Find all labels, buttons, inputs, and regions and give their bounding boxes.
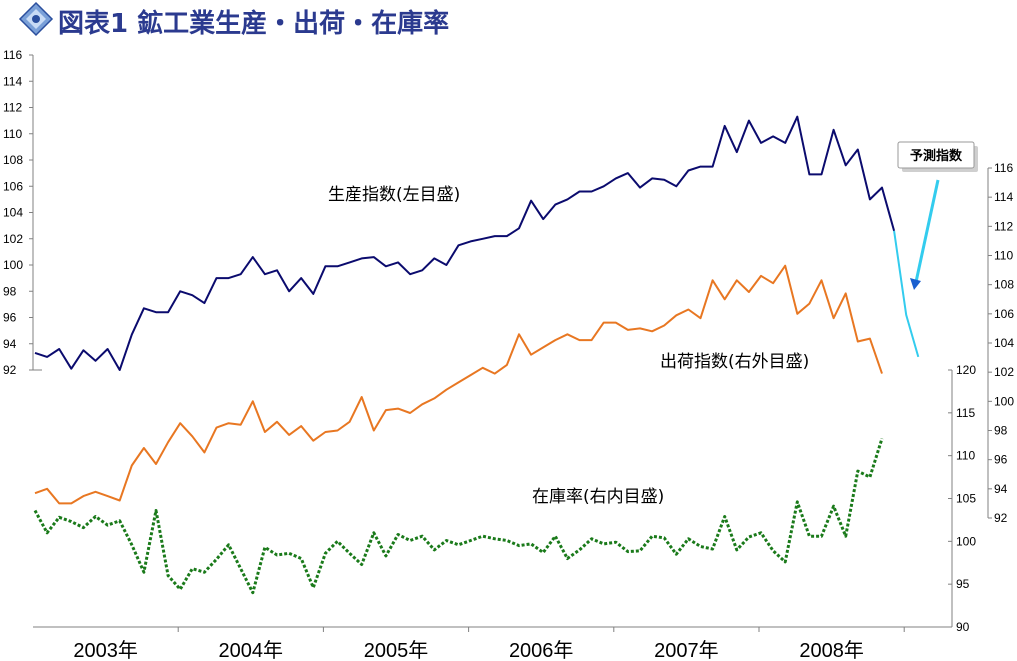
forecast-label: 予測指数 <box>910 148 963 164</box>
chart-title-group: 図表1 鉱工業生産・出荷・在庫率 <box>18 1 449 39</box>
x-tick-label: 2003年 <box>73 639 138 661</box>
right-inner-tick-label: 95 <box>956 577 970 591</box>
right-inner-tick-label: 90 <box>956 620 970 634</box>
x-tick-label: 2007年 <box>654 639 719 661</box>
right-outer-axis-ticks: 92 94 96 98 100 102 104 106 108 110 112 114 116 <box>988 161 1014 525</box>
right-inner-axis-ticks: 90 95 100 105 110 115 120 <box>948 363 976 634</box>
left-tick-label: 102 <box>3 232 23 246</box>
left-axis-ticks: 92 94 96 98 100 102 104 106 108 110 112 114 116 <box>3 48 33 377</box>
right-inner-tick-label: 120 <box>956 363 976 377</box>
left-tick-label: 110 <box>3 127 22 141</box>
right-inner-tick-label: 100 <box>956 534 976 548</box>
right-outer-tick-label: 98 <box>994 424 1008 438</box>
annotation-production: 生産指数(左目盛) <box>328 185 460 205</box>
series-layer <box>33 115 920 595</box>
right-inner-tick-label: 115 <box>956 406 975 420</box>
series-line-inventory <box>33 438 884 595</box>
right-outer-tick-label: 100 <box>994 394 1014 408</box>
right-inner-tick-label: 110 <box>956 449 975 463</box>
right-outer-tick-label: 94 <box>994 482 1008 496</box>
left-tick-label: 96 <box>3 311 17 325</box>
left-tick-label: 104 <box>3 206 23 220</box>
forecast-arrowhead-icon <box>910 278 921 290</box>
left-tick-label: 112 <box>3 101 22 115</box>
right-outer-tick-label: 110 <box>994 249 1013 263</box>
left-tick-label: 116 <box>3 48 22 62</box>
left-tick-label: 100 <box>3 258 23 272</box>
chart-title: 図表1 鉱工業生産・出荷・在庫率 <box>58 8 449 39</box>
right-outer-tick-label: 102 <box>994 365 1014 379</box>
series-line-production <box>34 115 896 371</box>
right-outer-tick-label: 92 <box>994 511 1008 525</box>
right-outer-tick-label: 104 <box>994 336 1014 350</box>
x-tick-label: 2005年 <box>364 639 429 661</box>
annotation-shipment: 出荷指数(右外目盛) <box>660 352 809 372</box>
forecast-callout-box <box>897 141 975 169</box>
forecast-arrow-icon <box>914 179 940 283</box>
right-inner-tick-label: 105 <box>956 492 976 506</box>
left-tick-label: 94 <box>3 337 17 351</box>
left-tick-label: 108 <box>3 153 23 167</box>
right-outer-tick-label: 106 <box>994 307 1014 321</box>
left-tick-label: 92 <box>3 363 17 377</box>
x-tick-label: 2004年 <box>219 639 284 661</box>
left-tick-label: 98 <box>3 284 17 298</box>
forecast-callout: 予測指数 <box>897 141 978 290</box>
right-outer-tick-label: 112 <box>994 219 1013 233</box>
series-line-forecast <box>893 230 920 358</box>
right-outer-tick-label: 108 <box>994 278 1014 292</box>
right-outer-tick-label: 114 <box>994 190 1013 204</box>
right-outer-tick-label: 96 <box>994 453 1008 467</box>
left-tick-label: 114 <box>3 74 22 88</box>
right-outer-tick-label: 116 <box>994 161 1013 175</box>
annotation-inventory: 在庫率(右内目盛) <box>532 487 664 507</box>
blue-diamond-logo-icon <box>18 1 54 37</box>
x-tick-label: 2006年 <box>509 639 574 661</box>
x-axis-ticks: 2003年 2004年 2005年 2006年 2007年 2008年 <box>73 627 905 661</box>
left-tick-label: 106 <box>3 179 23 193</box>
x-tick-label: 2008年 <box>799 639 864 661</box>
series-line-shipment <box>34 264 883 505</box>
